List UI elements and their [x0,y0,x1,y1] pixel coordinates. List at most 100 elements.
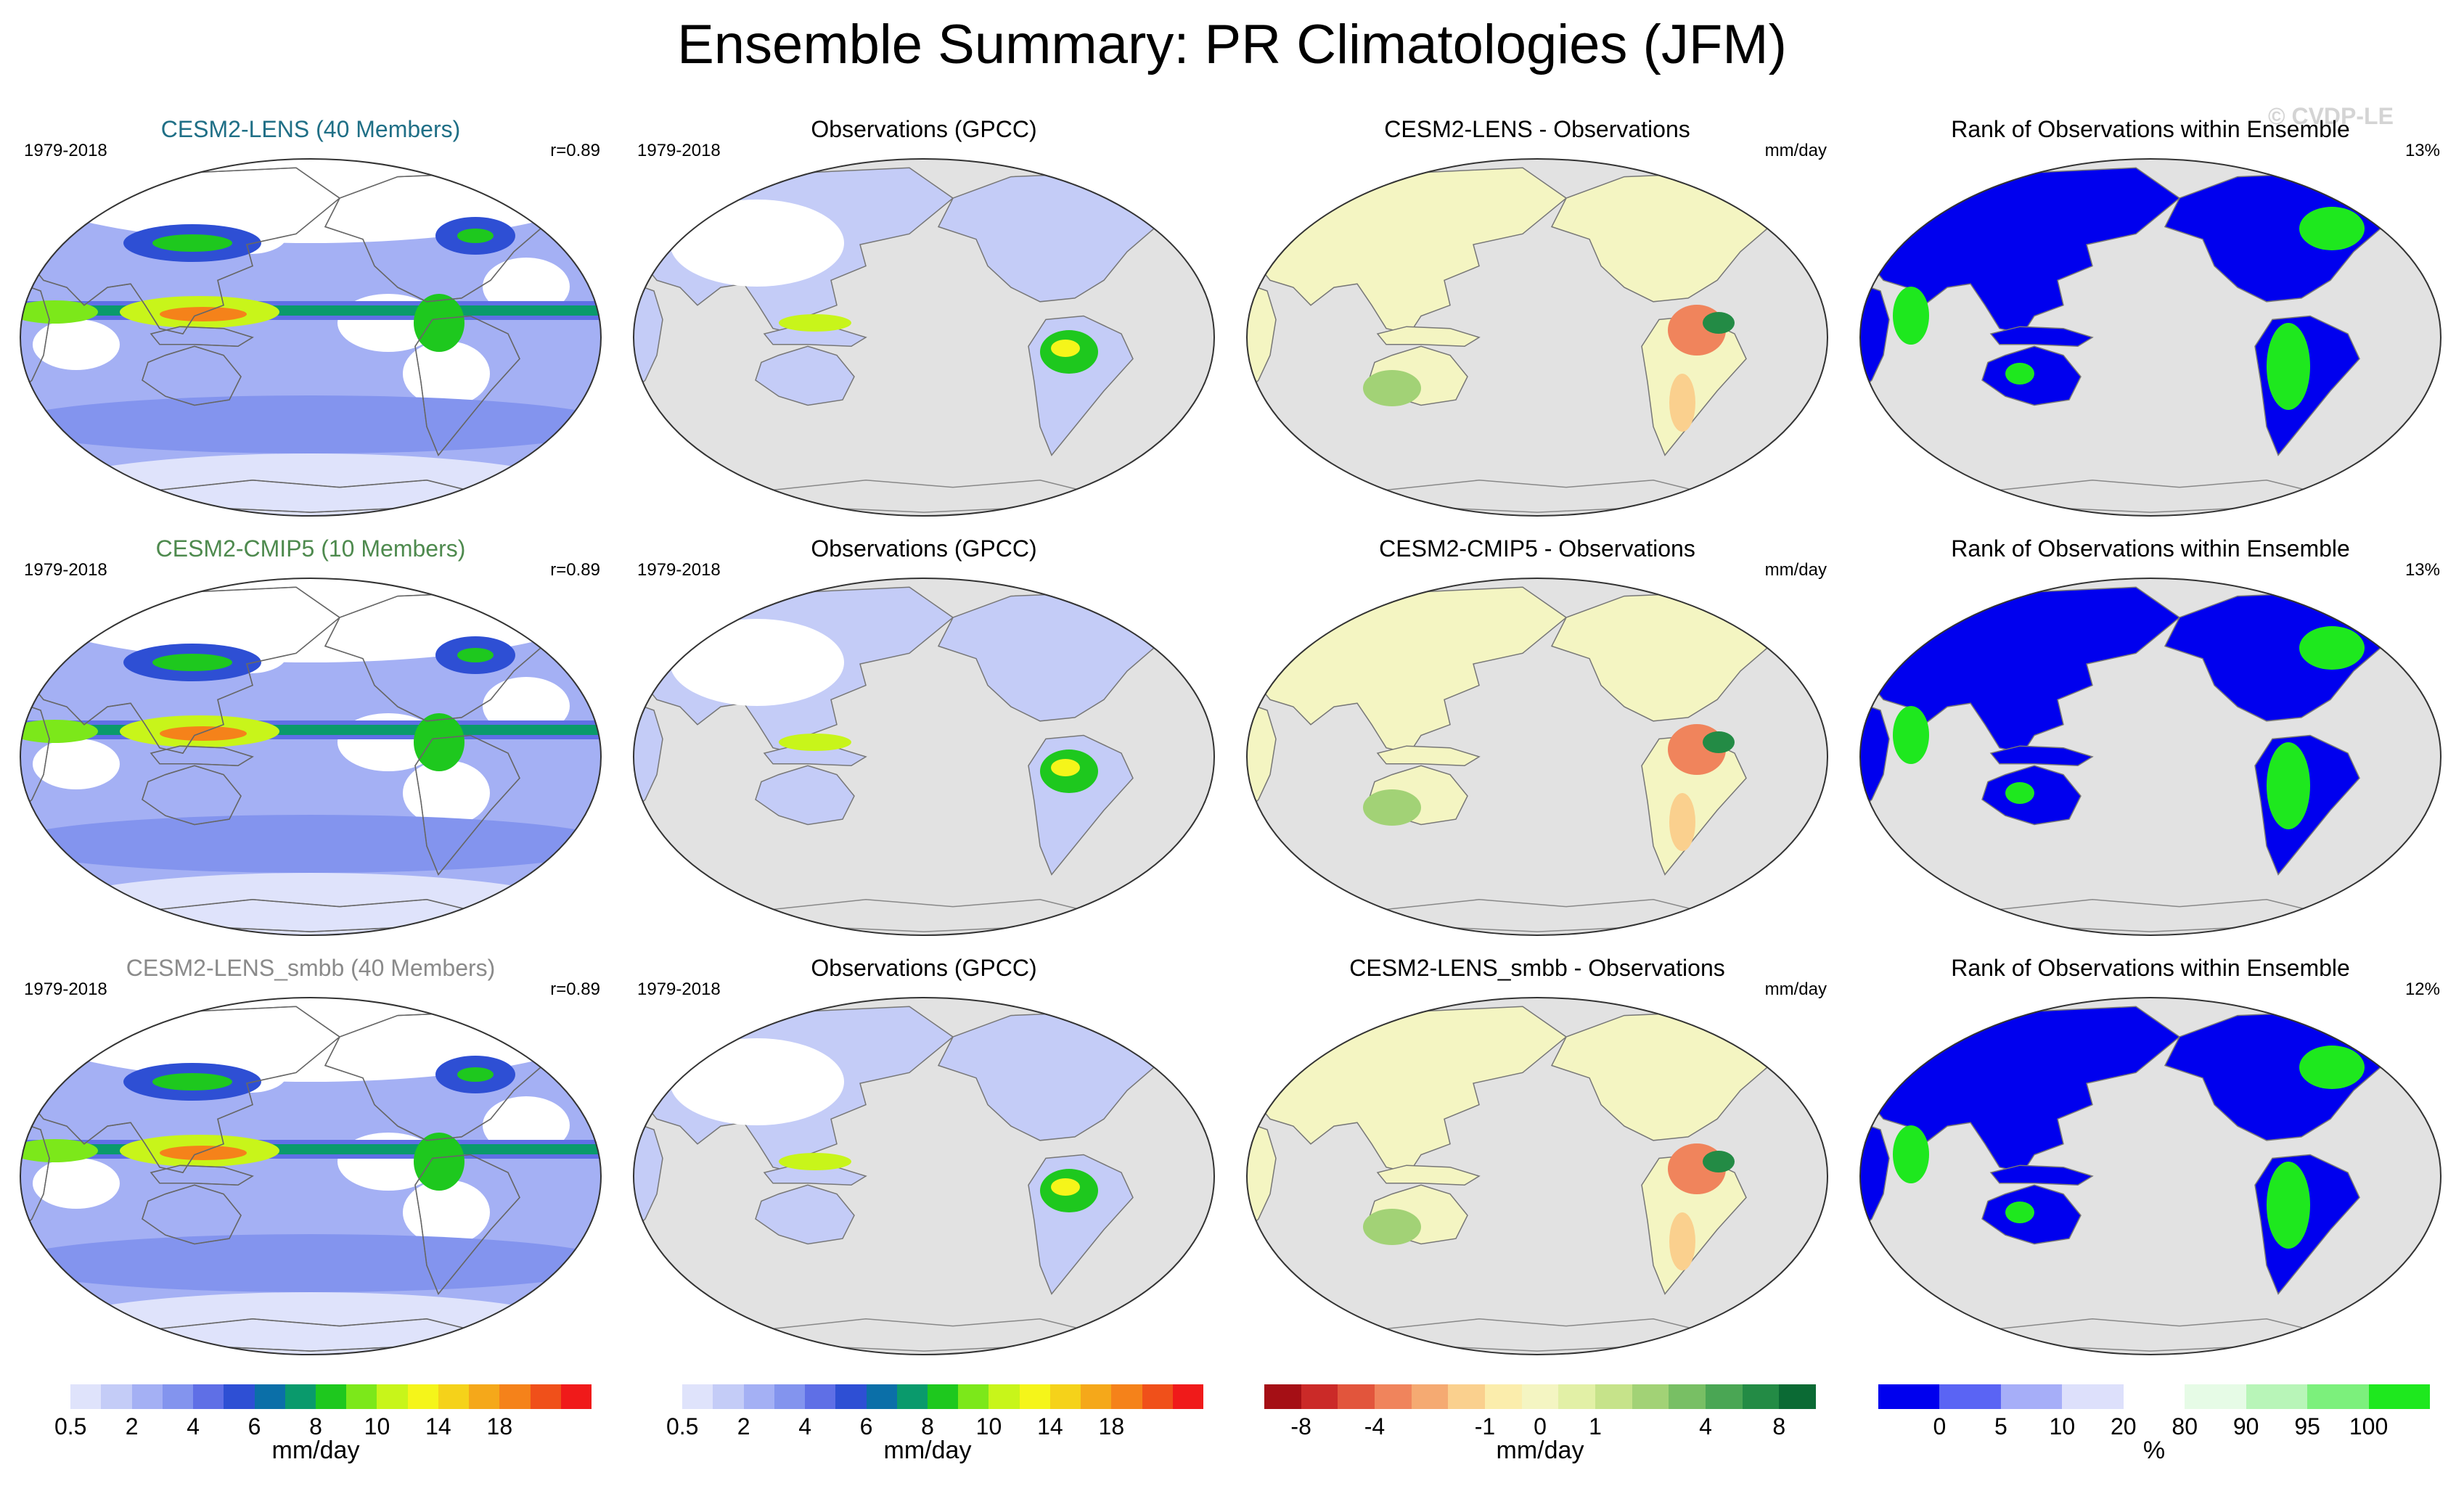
storm-track-south [20,1234,601,1292]
map-diff [1246,578,1828,936]
dry-asia [670,619,844,706]
colorbar-swatch [682,1384,713,1409]
north-pacific-core [152,654,232,671]
colorbar-swatch [1264,1384,1301,1409]
colorbar-tick: 8 [309,1413,322,1439]
colorbar-tick: 8 [921,1413,934,1439]
andes-bias [1669,1212,1695,1270]
map-obs [633,158,1215,517]
africa-land [1860,1122,1890,1231]
obs-panel-row-2: Observations (GPCC) 1979-2018 [624,535,1224,942]
samerica-high-rank [2267,323,2310,410]
colorbar-tick: 18 [486,1413,513,1439]
colorbar-tick: 2 [737,1413,750,1439]
colorbar-swatch [1742,1384,1780,1409]
colorbar-1: 0.5 2 4 6 8 10 14 18 mm/day [40,1384,592,1471]
colorbar-swatch [1301,1384,1338,1409]
rank-panel-row-1: Rank of Observations within Ensemble 13% [1851,116,2450,522]
colorbar-swatch [2307,1384,2369,1409]
colorbar-swatches [1878,1384,2430,1409]
colorbar-swatch [377,1384,408,1409]
map-border [20,997,602,1355]
panel-title: CESM2-LENS_smbb (40 Members) [126,955,496,981]
colorbar-swatch [499,1384,531,1409]
colorbar-swatch [652,1384,683,1409]
itcz-core [20,305,601,316]
obs-panel-row-3: Observations (GPCC) 1979-2018 [624,955,1224,1361]
map-border [1246,158,1828,517]
colorbar-tick: 0 [1534,1413,1547,1439]
panel-title: Rank of Observations within Ensemble [1951,116,2350,142]
samerica-high-rank [2267,1162,2310,1249]
map-border [633,997,1215,1355]
colorbar-swatch [1081,1384,1112,1409]
colorbar-tick: 4 [798,1413,812,1439]
australia-wet-bias [1363,789,1421,826]
colorbar-swatch [774,1384,806,1409]
north-atlantic-core [457,229,494,243]
rank-panel-row-2: Rank of Observations within Ensemble 13% [1851,535,2450,942]
colorbar-swatch [989,1384,1020,1409]
map-border [633,578,1215,936]
samerica-outline [414,1154,520,1295]
australia-wet-bias [1363,370,1421,406]
map-diff [1246,997,1828,1355]
colorbar-tick: 0.5 [54,1413,87,1439]
colorbar-swatch [193,1384,224,1409]
map-ens [20,997,602,1355]
panel-title: Rank of Observations within Ensemble [1951,955,2350,981]
australia-high-rank [2005,363,2034,385]
colorbar-tick: 6 [859,1413,873,1439]
panel-title: CESM2-CMIP5 (10 Members) [155,535,466,562]
colorbar-swatch [2368,1384,2430,1409]
panel-title: Rank of Observations within Ensemble [1951,535,2350,562]
maritime-outline [150,326,254,348]
namerica-high-rank [2299,626,2365,670]
australia-outline [142,345,242,406]
map-border [1246,997,1828,1355]
africa-outline [20,1122,50,1231]
map-obs [633,997,1215,1355]
dry-zone [33,319,120,370]
map-obs [633,578,1215,936]
colorbar-swatch [162,1384,194,1409]
panel-title: Observations (GPCC) [811,955,1037,981]
dry-zone [403,760,490,826]
warm-pool-max [160,307,247,321]
map-ens [20,158,602,517]
africa-land [1247,702,1277,812]
colorbar-swatch [1669,1384,1706,1409]
colorbar-tick: 18 [1098,1413,1125,1439]
storm-track-south [20,815,601,873]
colorbar-3: -8 -4 -1 0 1 4 8 mm/day [1264,1384,1817,1471]
australia-land [755,345,855,406]
north-atlantic-core [457,648,494,662]
colorbar-4: 0 5 10 20 80 90 95 100% [1878,1384,2430,1471]
south-band [20,1292,601,1355]
colorbar-swatch [1558,1384,1596,1409]
colorbar-swatch [835,1384,867,1409]
map-diff [1246,158,1828,517]
colorbar-swatch [1111,1384,1142,1409]
australia-outline [142,1184,242,1245]
asia-outline [31,586,341,754]
samerica-outline [414,734,520,876]
colorbar-swatch [560,1384,592,1409]
asia-outline [31,167,341,334]
africa-land [1860,283,1890,393]
colorbar-swatch [2185,1384,2246,1409]
africa-land [1247,1122,1277,1231]
indian-ocean-rain [20,1139,98,1162]
map-border [1246,578,1828,936]
colorbar-swatch [1338,1384,1375,1409]
colorbar-swatch [131,1384,163,1409]
namerica-high-rank [2299,207,2365,250]
dry-asia [670,1038,844,1125]
colorbar-swatch [958,1384,989,1409]
dry-zone [403,341,490,406]
maritime-land [1989,1165,2094,1186]
samerica-high-rank [2267,742,2310,829]
colorbar-swatch [40,1384,71,1409]
storm-track-south [20,395,601,453]
colorbar-unit: mm/day [1496,1437,1584,1464]
